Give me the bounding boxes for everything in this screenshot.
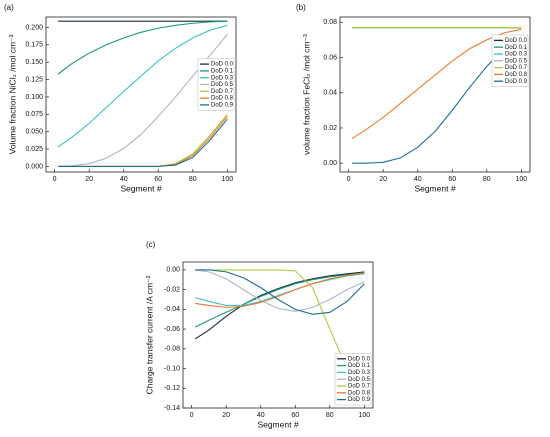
y-tick-label: 0.100 <box>25 94 43 101</box>
y-tick-label: 0.175 <box>25 42 43 49</box>
plot-frame <box>182 261 374 409</box>
x-tick-label: 100 <box>222 176 234 183</box>
legend-label: DoD 0.3 <box>505 52 528 58</box>
panel-label: (b) <box>296 3 306 12</box>
plot-frame <box>339 16 531 173</box>
legend-label: DoD 0.7 <box>211 89 234 95</box>
legend-label: DoD 0.1 <box>348 363 371 369</box>
legend-label: DoD 0.9 <box>211 102 234 108</box>
y-tick-label: 0.075 <box>25 111 43 118</box>
y-tick-label: 0.150 <box>25 59 43 66</box>
legend-label: DoD 0.1 <box>211 68 234 74</box>
legend-label: DoD 0.3 <box>211 75 234 81</box>
legend-label: DoD 0.5 <box>348 377 371 383</box>
y-tick-label: 0.125 <box>25 76 43 83</box>
y-tick-label: 0.00 <box>323 160 337 167</box>
y-tick-label: 0.08 <box>323 19 337 26</box>
y-tick-label: 0.000 <box>25 163 43 170</box>
legend-label: DoD 0.7 <box>505 65 528 71</box>
y-tick-label: -0.04 <box>164 306 180 313</box>
panel-label: (a) <box>4 3 14 12</box>
legend-label: DoD 0.8 <box>348 390 371 396</box>
y-tick-label: -0.10 <box>164 365 180 372</box>
series-line <box>58 118 228 167</box>
legend-label: DoD 0.9 <box>348 397 371 403</box>
x-tick-label: 60 <box>291 412 299 419</box>
series-line <box>194 271 365 340</box>
series-line <box>58 113 228 167</box>
legend-label: DoD 0.0 <box>211 62 234 68</box>
series-line <box>58 116 228 167</box>
legend-label: DoD 0.5 <box>211 82 234 88</box>
x-tick-label: 40 <box>120 176 128 183</box>
y-tick-label: 0.00 <box>166 267 180 274</box>
x-axis-label: Segment # <box>120 183 161 193</box>
x-tick-label: 40 <box>257 412 265 419</box>
y-tick-label: 0.02 <box>323 125 337 132</box>
series-line <box>195 269 365 312</box>
legend-label: DoD 0.1 <box>505 45 528 51</box>
x-tick-label: 80 <box>326 412 334 419</box>
y-axis-label: volume fraction FeCl₂ /mol cm⁻³ <box>301 34 311 155</box>
y-tick-label: 0.050 <box>25 129 43 136</box>
y-tick-label: -0.06 <box>164 326 180 333</box>
x-tick-label: 80 <box>483 176 491 183</box>
series-line <box>57 24 228 148</box>
legend-label: DoD 0.3 <box>348 370 371 376</box>
y-tick-label: -0.12 <box>164 385 180 392</box>
series-line <box>194 273 365 306</box>
legend-label: DoD 0.9 <box>505 79 528 85</box>
x-tick-label: 100 <box>516 176 528 183</box>
x-tick-label: 80 <box>189 176 197 183</box>
x-axis-label: Segment # <box>414 183 455 193</box>
y-tick-label: 0.04 <box>323 90 337 97</box>
panel-label: (c) <box>146 240 156 249</box>
x-axis-label: Segment # <box>257 419 298 429</box>
x-tick-label: 60 <box>448 176 456 183</box>
plot-frame <box>45 16 237 173</box>
series-line <box>195 269 365 399</box>
y-axis-label: Charge transfer current /A cm⁻² <box>144 275 154 394</box>
y-tick-label: 0.06 <box>323 54 337 61</box>
legend-label: DoD 0.0 <box>348 356 371 362</box>
series-line <box>57 20 228 75</box>
x-tick-label: 0 <box>190 412 194 419</box>
x-tick-label: 0 <box>347 176 351 183</box>
legend-label: DoD 0.7 <box>348 384 371 390</box>
y-axis-label: Volume fraction NiCl₂ /mol cm⁻³ <box>7 34 17 154</box>
series-line <box>194 272 365 328</box>
y-tick-label: -0.14 <box>164 405 180 412</box>
legend-label: DoD 0.8 <box>211 96 234 102</box>
x-tick-label: 40 <box>414 176 422 183</box>
x-tick-label: 100 <box>359 412 371 419</box>
legend-label: DoD 0.0 <box>505 38 528 44</box>
y-tick-label: 0.200 <box>25 24 43 31</box>
x-tick-label: 20 <box>379 176 387 183</box>
y-tick-label: 0.025 <box>25 146 43 153</box>
series-line <box>195 269 365 315</box>
legend-label: DoD 0.8 <box>505 72 528 78</box>
x-tick-label: 20 <box>222 412 230 419</box>
x-tick-label: 20 <box>85 176 93 183</box>
y-tick-label: -0.08 <box>164 346 180 353</box>
x-tick-label: 60 <box>154 176 162 183</box>
y-tick-label: -0.02 <box>164 286 180 293</box>
legend-label: DoD 0.5 <box>505 58 528 64</box>
x-tick-label: 0 <box>53 176 57 183</box>
series-line <box>195 272 365 308</box>
